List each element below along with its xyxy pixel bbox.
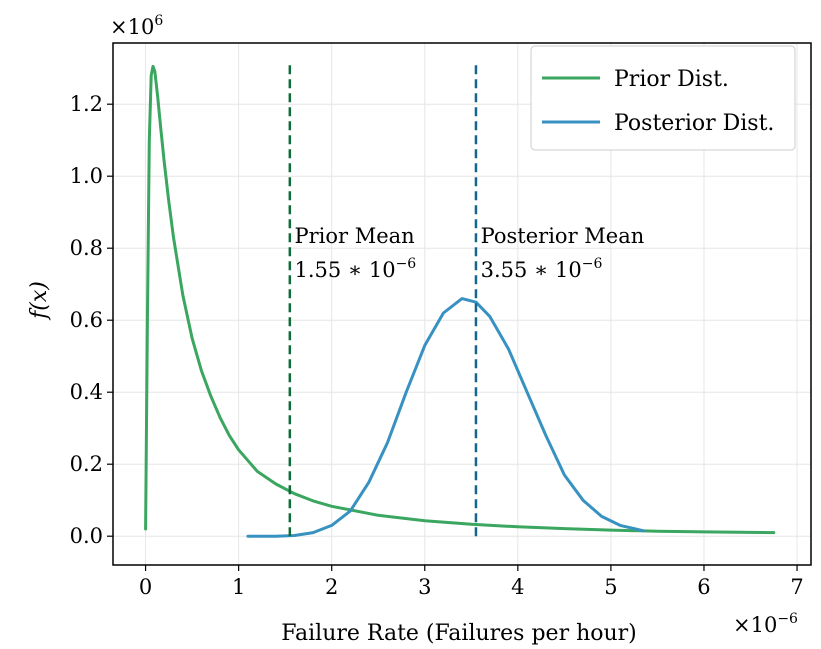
x-tick-label: 0 — [139, 575, 152, 599]
y-tick-label: 1.2 — [70, 92, 103, 116]
posterior-mean-value: 3.55 ∗ 10−6 — [481, 256, 603, 282]
posterior-mean-label: Posterior Mean — [481, 224, 645, 248]
y-tick-label: 1.0 — [70, 164, 103, 188]
y-axis-label: f(x) — [27, 281, 52, 321]
prior-dist-line — [144, 64, 776, 535]
legend-label-posterior: Posterior Dist. — [614, 111, 774, 136]
legend: Prior Dist. Posterior Dist. — [530, 45, 796, 151]
mean-lines — [288, 64, 478, 537]
x-tick-label: 5 — [604, 575, 617, 599]
y-tick-label: 0.4 — [70, 380, 103, 404]
x-tick-label: 4 — [511, 575, 524, 599]
prior-mean-value: 1.55 ∗ 10−6 — [294, 256, 416, 282]
plot-frame — [112, 42, 812, 566]
legend-label-prior: Prior Dist. — [614, 67, 729, 92]
x-tick-label: 6 — [697, 575, 710, 599]
plot-lines — [144, 64, 776, 538]
prior-mean-label: Prior Mean — [294, 224, 414, 248]
posterior-dist-line — [246, 297, 645, 538]
x-axis-label: Failure Rate (Failures per hour) — [281, 621, 637, 646]
y-tick-label: 0.2 — [70, 452, 103, 476]
x-tick-label: 2 — [325, 575, 338, 599]
y-tick-label: 0.0 — [70, 524, 103, 548]
annotations: Prior Mean 1.55 ∗ 10−6 Posterior Mean 3.55 … — [294, 224, 644, 282]
x-tick-label: 7 — [790, 575, 803, 599]
ticks: 0 1 2 3 4 5 6 7 0.0 0.2 0.4 0.6 0.8 1.0 1.2 — [70, 92, 804, 599]
y-scale-multiplier: ×106 — [110, 13, 163, 39]
x-tick-label: 3 — [418, 575, 431, 599]
x-tick-label: 1 — [232, 575, 245, 599]
y-tick-label: 0.6 — [70, 308, 103, 332]
x-scale-multiplier: ×10−6 — [733, 611, 798, 637]
y-tick-label: 0.8 — [70, 236, 103, 260]
legend-box — [530, 45, 796, 151]
